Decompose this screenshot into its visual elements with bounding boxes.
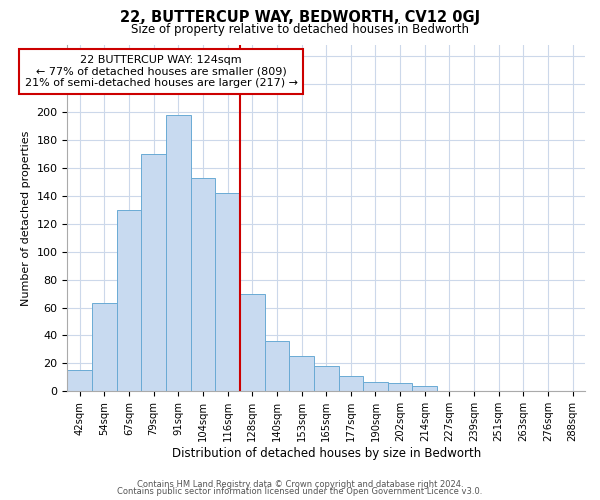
Text: 22 BUTTERCUP WAY: 124sqm
← 77% of detached houses are smaller (809)
21% of semi-: 22 BUTTERCUP WAY: 124sqm ← 77% of detach… — [25, 55, 298, 88]
Bar — [412, 386, 437, 392]
Bar — [191, 178, 215, 392]
Bar — [338, 376, 363, 392]
Bar — [142, 154, 166, 392]
X-axis label: Distribution of detached houses by size in Bedworth: Distribution of detached houses by size … — [172, 447, 481, 460]
Y-axis label: Number of detached properties: Number of detached properties — [21, 130, 31, 306]
Bar — [265, 341, 289, 392]
Text: 22, BUTTERCUP WAY, BEDWORTH, CV12 0GJ: 22, BUTTERCUP WAY, BEDWORTH, CV12 0GJ — [120, 10, 480, 25]
Text: Size of property relative to detached houses in Bedworth: Size of property relative to detached ho… — [131, 22, 469, 36]
Bar — [67, 370, 92, 392]
Bar — [116, 210, 142, 392]
Bar — [388, 383, 412, 392]
Text: Contains public sector information licensed under the Open Government Licence v3: Contains public sector information licen… — [118, 488, 482, 496]
Text: Contains HM Land Registry data © Crown copyright and database right 2024.: Contains HM Land Registry data © Crown c… — [137, 480, 463, 489]
Bar — [289, 356, 314, 392]
Bar — [314, 366, 338, 392]
Bar — [92, 304, 116, 392]
Bar — [363, 382, 388, 392]
Bar — [240, 294, 265, 392]
Bar — [166, 115, 191, 392]
Bar — [215, 193, 240, 392]
